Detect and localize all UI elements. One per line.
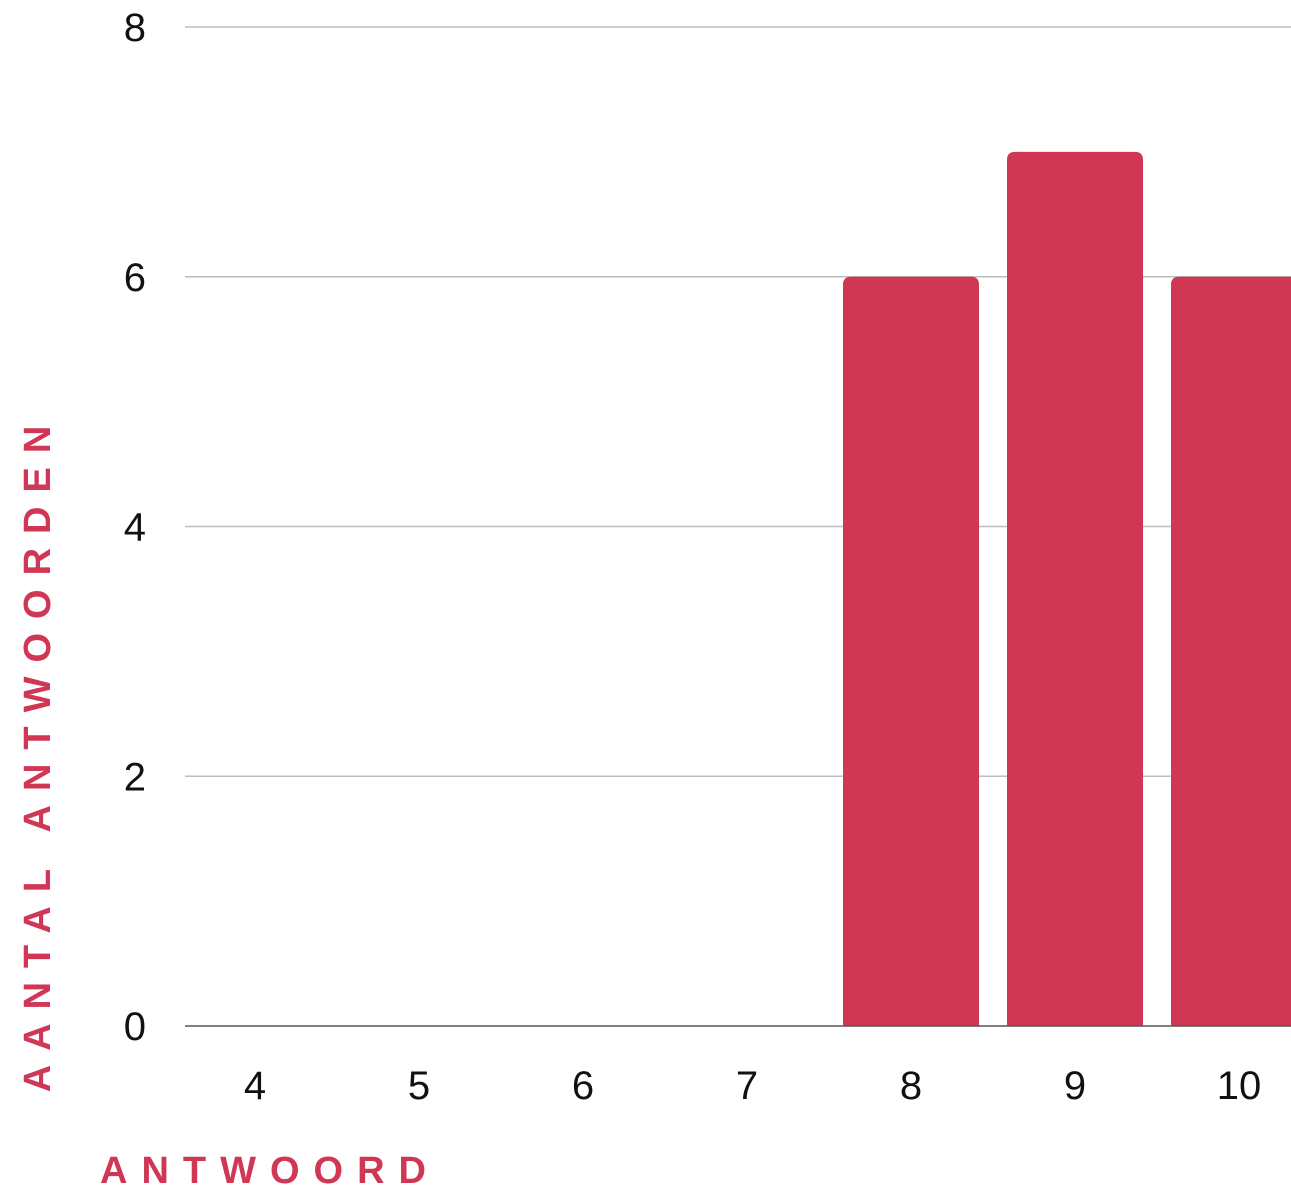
x-tick-label: 10 <box>1217 1064 1262 1108</box>
x-tick-label: 4 <box>244 1064 266 1108</box>
bar-10 <box>1171 276 1291 1026</box>
x-tick-label: 5 <box>408 1064 430 1108</box>
x-tick-label: 6 <box>572 1064 594 1108</box>
y-axis-title: AANTAL ANTWOORDEN <box>17 412 59 1093</box>
bar-9 <box>1007 151 1143 1026</box>
x-tick-label: 8 <box>900 1064 922 1108</box>
x-tick-label: 7 <box>736 1064 758 1108</box>
y-tick-label: 8 <box>124 6 146 50</box>
y-tick-label: 4 <box>124 506 146 550</box>
bars <box>843 151 1291 1026</box>
y-tick-label: 2 <box>124 755 146 799</box>
y-tick-label: 0 <box>124 1005 146 1049</box>
x-axis-title: ANTWOORD <box>100 1150 440 1189</box>
y-tick-label: 6 <box>124 256 146 300</box>
y-tick-labels: 0 2 4 6 8 <box>124 6 146 1049</box>
bar-8 <box>843 276 979 1026</box>
x-tick-label: 9 <box>1064 1064 1086 1108</box>
x-tick-labels: 4 5 6 7 8 9 10 <box>244 1064 1261 1108</box>
